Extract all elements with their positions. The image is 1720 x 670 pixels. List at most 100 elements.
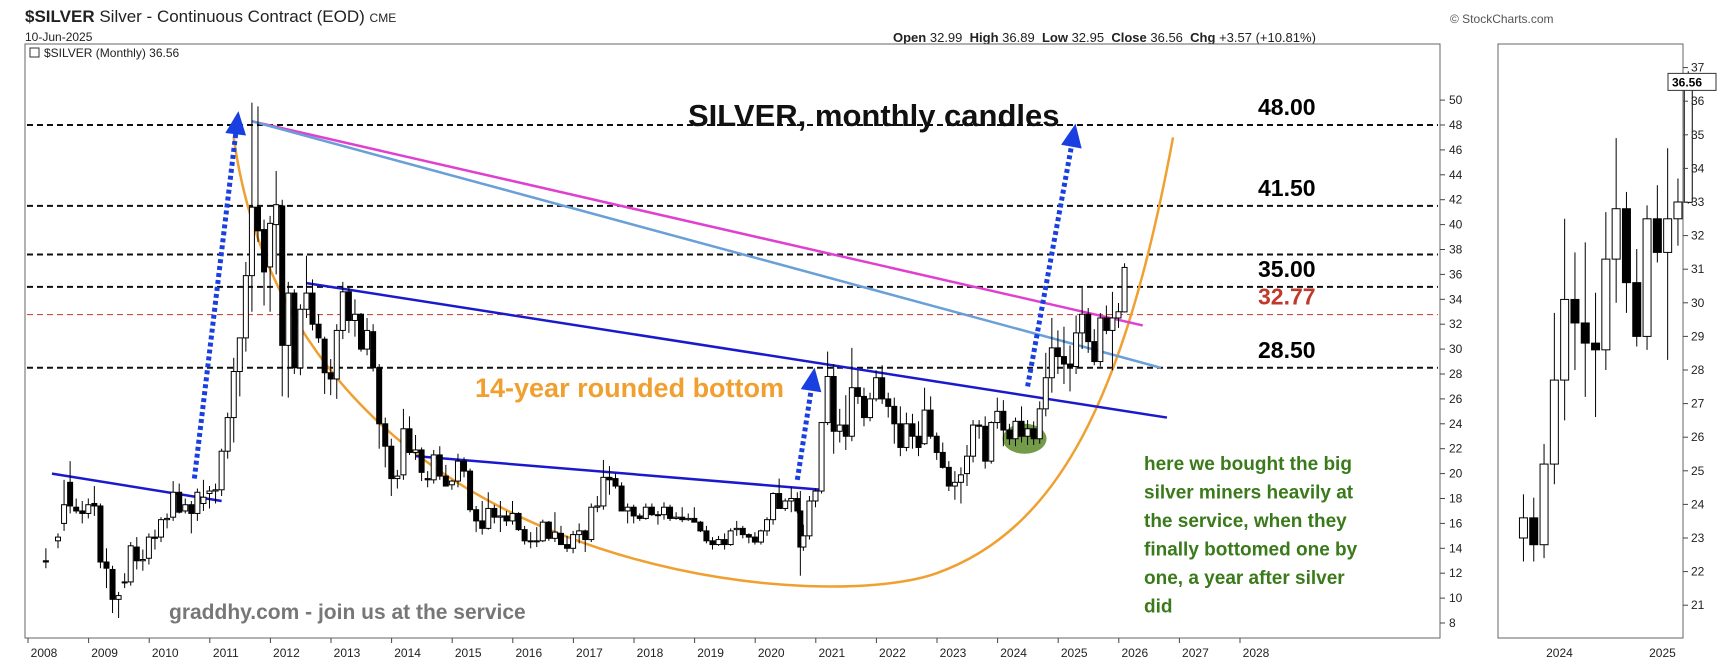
candle-41 <box>297 304 304 376</box>
candle-body <box>503 515 510 522</box>
candle-149 <box>945 461 952 492</box>
inset-candle-11 <box>1632 249 1642 347</box>
inset-candle-body <box>1632 282 1642 337</box>
candle-45 <box>321 336 328 394</box>
dotted-arrow-2 <box>1025 137 1076 387</box>
inset-candle-body <box>1611 208 1621 260</box>
candle-body <box>461 460 468 472</box>
candle-body <box>951 481 958 487</box>
candle-107 <box>697 520 704 533</box>
candle-160 <box>1012 417 1019 447</box>
inset-candle-13 <box>1652 185 1662 263</box>
candle-92 <box>606 466 613 495</box>
candle-body <box>630 506 637 517</box>
inset-candle-body <box>1549 379 1559 465</box>
last-value-box <box>1667 72 1717 91</box>
candle-body <box>1018 420 1025 437</box>
inset-y-tick-label-4: 25 <box>1691 464 1705 478</box>
candle-75 <box>503 510 510 526</box>
inset-candle-3 <box>1549 312 1559 485</box>
level-label-0: 48.00 <box>1258 94 1316 120</box>
candle-body <box>685 517 692 521</box>
candle-body <box>1006 429 1013 440</box>
candle-94 <box>618 482 625 512</box>
candle-105 <box>685 513 692 521</box>
inset-candle-6 <box>1580 242 1590 397</box>
candle-152 <box>964 444 970 487</box>
candle-body <box>636 515 643 519</box>
candle-body <box>91 502 98 507</box>
y-tick-label-14: 36 <box>1449 267 1463 281</box>
inset-y-tick-label-12: 33 <box>1691 195 1705 209</box>
candle-body <box>151 536 158 539</box>
candle-body <box>570 534 577 549</box>
candle-73 <box>491 504 498 524</box>
candle-body <box>915 435 922 448</box>
candle-body <box>812 490 819 502</box>
candle-28 <box>218 448 225 497</box>
candle-body <box>1115 311 1122 319</box>
candle-79 <box>527 532 534 549</box>
inset-y-tick-label-15: 36 <box>1691 94 1705 108</box>
inset-y-tick-label-5: 26 <box>1691 430 1705 444</box>
candle-body <box>345 291 352 321</box>
candle-145 <box>921 387 928 445</box>
candle-16 <box>145 533 152 565</box>
candle-118 <box>764 517 771 536</box>
candle-body <box>212 489 219 492</box>
candle-82 <box>545 520 552 541</box>
candle-body <box>588 506 595 541</box>
candle-body <box>1121 266 1128 313</box>
candle-102 <box>667 504 674 521</box>
candle-body <box>1000 410 1007 431</box>
close-value: 36.56 <box>1150 30 1183 45</box>
candle-body <box>200 496 207 504</box>
candle-body <box>976 424 983 427</box>
inset-y-tick-label-16: 37 <box>1691 61 1705 75</box>
inset-candle-body <box>1601 258 1611 351</box>
candle-body <box>921 409 928 445</box>
inset-candle-7 <box>1591 292 1601 418</box>
inset-candle-8 <box>1601 212 1611 370</box>
candle-body <box>897 423 904 448</box>
candle-body <box>939 451 946 468</box>
candle-142 <box>903 412 910 452</box>
inset-candle-1 <box>1529 497 1539 562</box>
candle-body <box>903 423 910 448</box>
candle-body <box>594 505 601 508</box>
candle-167 <box>1054 330 1061 374</box>
candle-58 <box>400 408 407 480</box>
x-tick-label-10: 2018 <box>637 646 664 660</box>
inset-y-tick-label-0: 21 <box>1691 598 1705 612</box>
candle-12 <box>121 573 128 589</box>
candle-134 <box>854 370 861 404</box>
candle-body <box>115 595 122 600</box>
candle-body <box>612 478 619 487</box>
candle-body <box>121 581 128 584</box>
candle-172 <box>1085 308 1092 353</box>
candle-body <box>927 409 934 437</box>
candle-53 <box>370 324 377 372</box>
candle-63 <box>430 449 437 484</box>
candle-body <box>703 530 710 542</box>
candle-body <box>757 530 764 543</box>
candle-body <box>394 475 401 480</box>
candle-74 <box>497 500 504 533</box>
candle-62 <box>424 471 431 488</box>
candle-body <box>1097 317 1104 363</box>
candle-body <box>606 476 613 481</box>
candle-161 <box>1018 406 1025 443</box>
candle-body <box>370 331 377 369</box>
candle-body <box>739 527 746 536</box>
candle-103 <box>673 512 680 520</box>
candle-89 <box>588 503 595 543</box>
candle-body <box>218 450 225 491</box>
candle-body <box>830 375 837 432</box>
candle-body <box>551 531 558 539</box>
candle-body <box>139 559 146 562</box>
candle-body <box>224 417 231 452</box>
x-tick-label-17: 2025 <box>1061 646 1088 660</box>
candle-body <box>1060 356 1067 365</box>
x-tick-label-8: 2016 <box>515 646 542 660</box>
candle-80 <box>533 527 540 548</box>
